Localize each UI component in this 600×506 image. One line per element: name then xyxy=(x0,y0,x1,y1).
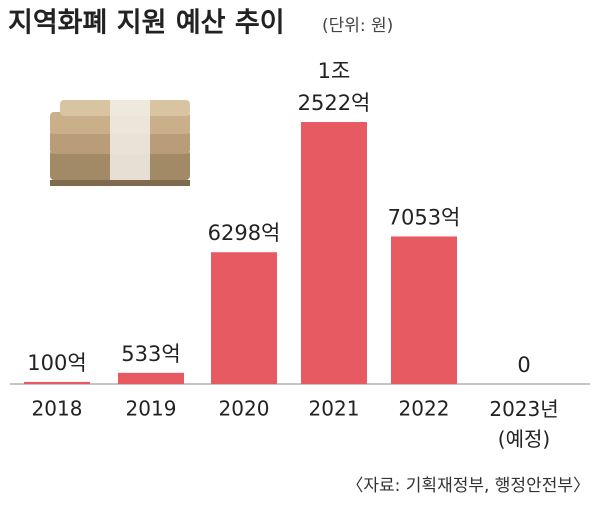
x-tick-label: 2022 xyxy=(399,397,450,421)
x-tick-label: 2019 xyxy=(126,397,177,421)
bar xyxy=(24,381,90,384)
value-label: 1조 2522억 xyxy=(298,59,371,115)
bar xyxy=(118,372,184,384)
chart-title: 지역화폐 지원 예산 추이 xyxy=(8,8,285,39)
money-illustration xyxy=(50,100,190,186)
x-tick-label: 2018 xyxy=(32,397,83,421)
bar xyxy=(301,122,367,384)
bar xyxy=(391,236,457,384)
value-label: 0 xyxy=(517,353,530,377)
x-tick-label: 2021 xyxy=(309,397,360,421)
value-label: 100억 xyxy=(27,351,86,375)
value-label: 533억 xyxy=(121,342,180,366)
source: 〈자료: 기획재정부, 행정안전부〉 xyxy=(346,476,590,496)
chart-subtitle: (단위: 원) xyxy=(322,16,393,36)
bar xyxy=(211,252,277,384)
value-label: 6298억 xyxy=(208,221,281,245)
value-label: 7053억 xyxy=(388,205,461,229)
x-tick-label: 2023년 (예정) xyxy=(489,397,558,451)
x-tick-label: 2020 xyxy=(219,397,270,421)
